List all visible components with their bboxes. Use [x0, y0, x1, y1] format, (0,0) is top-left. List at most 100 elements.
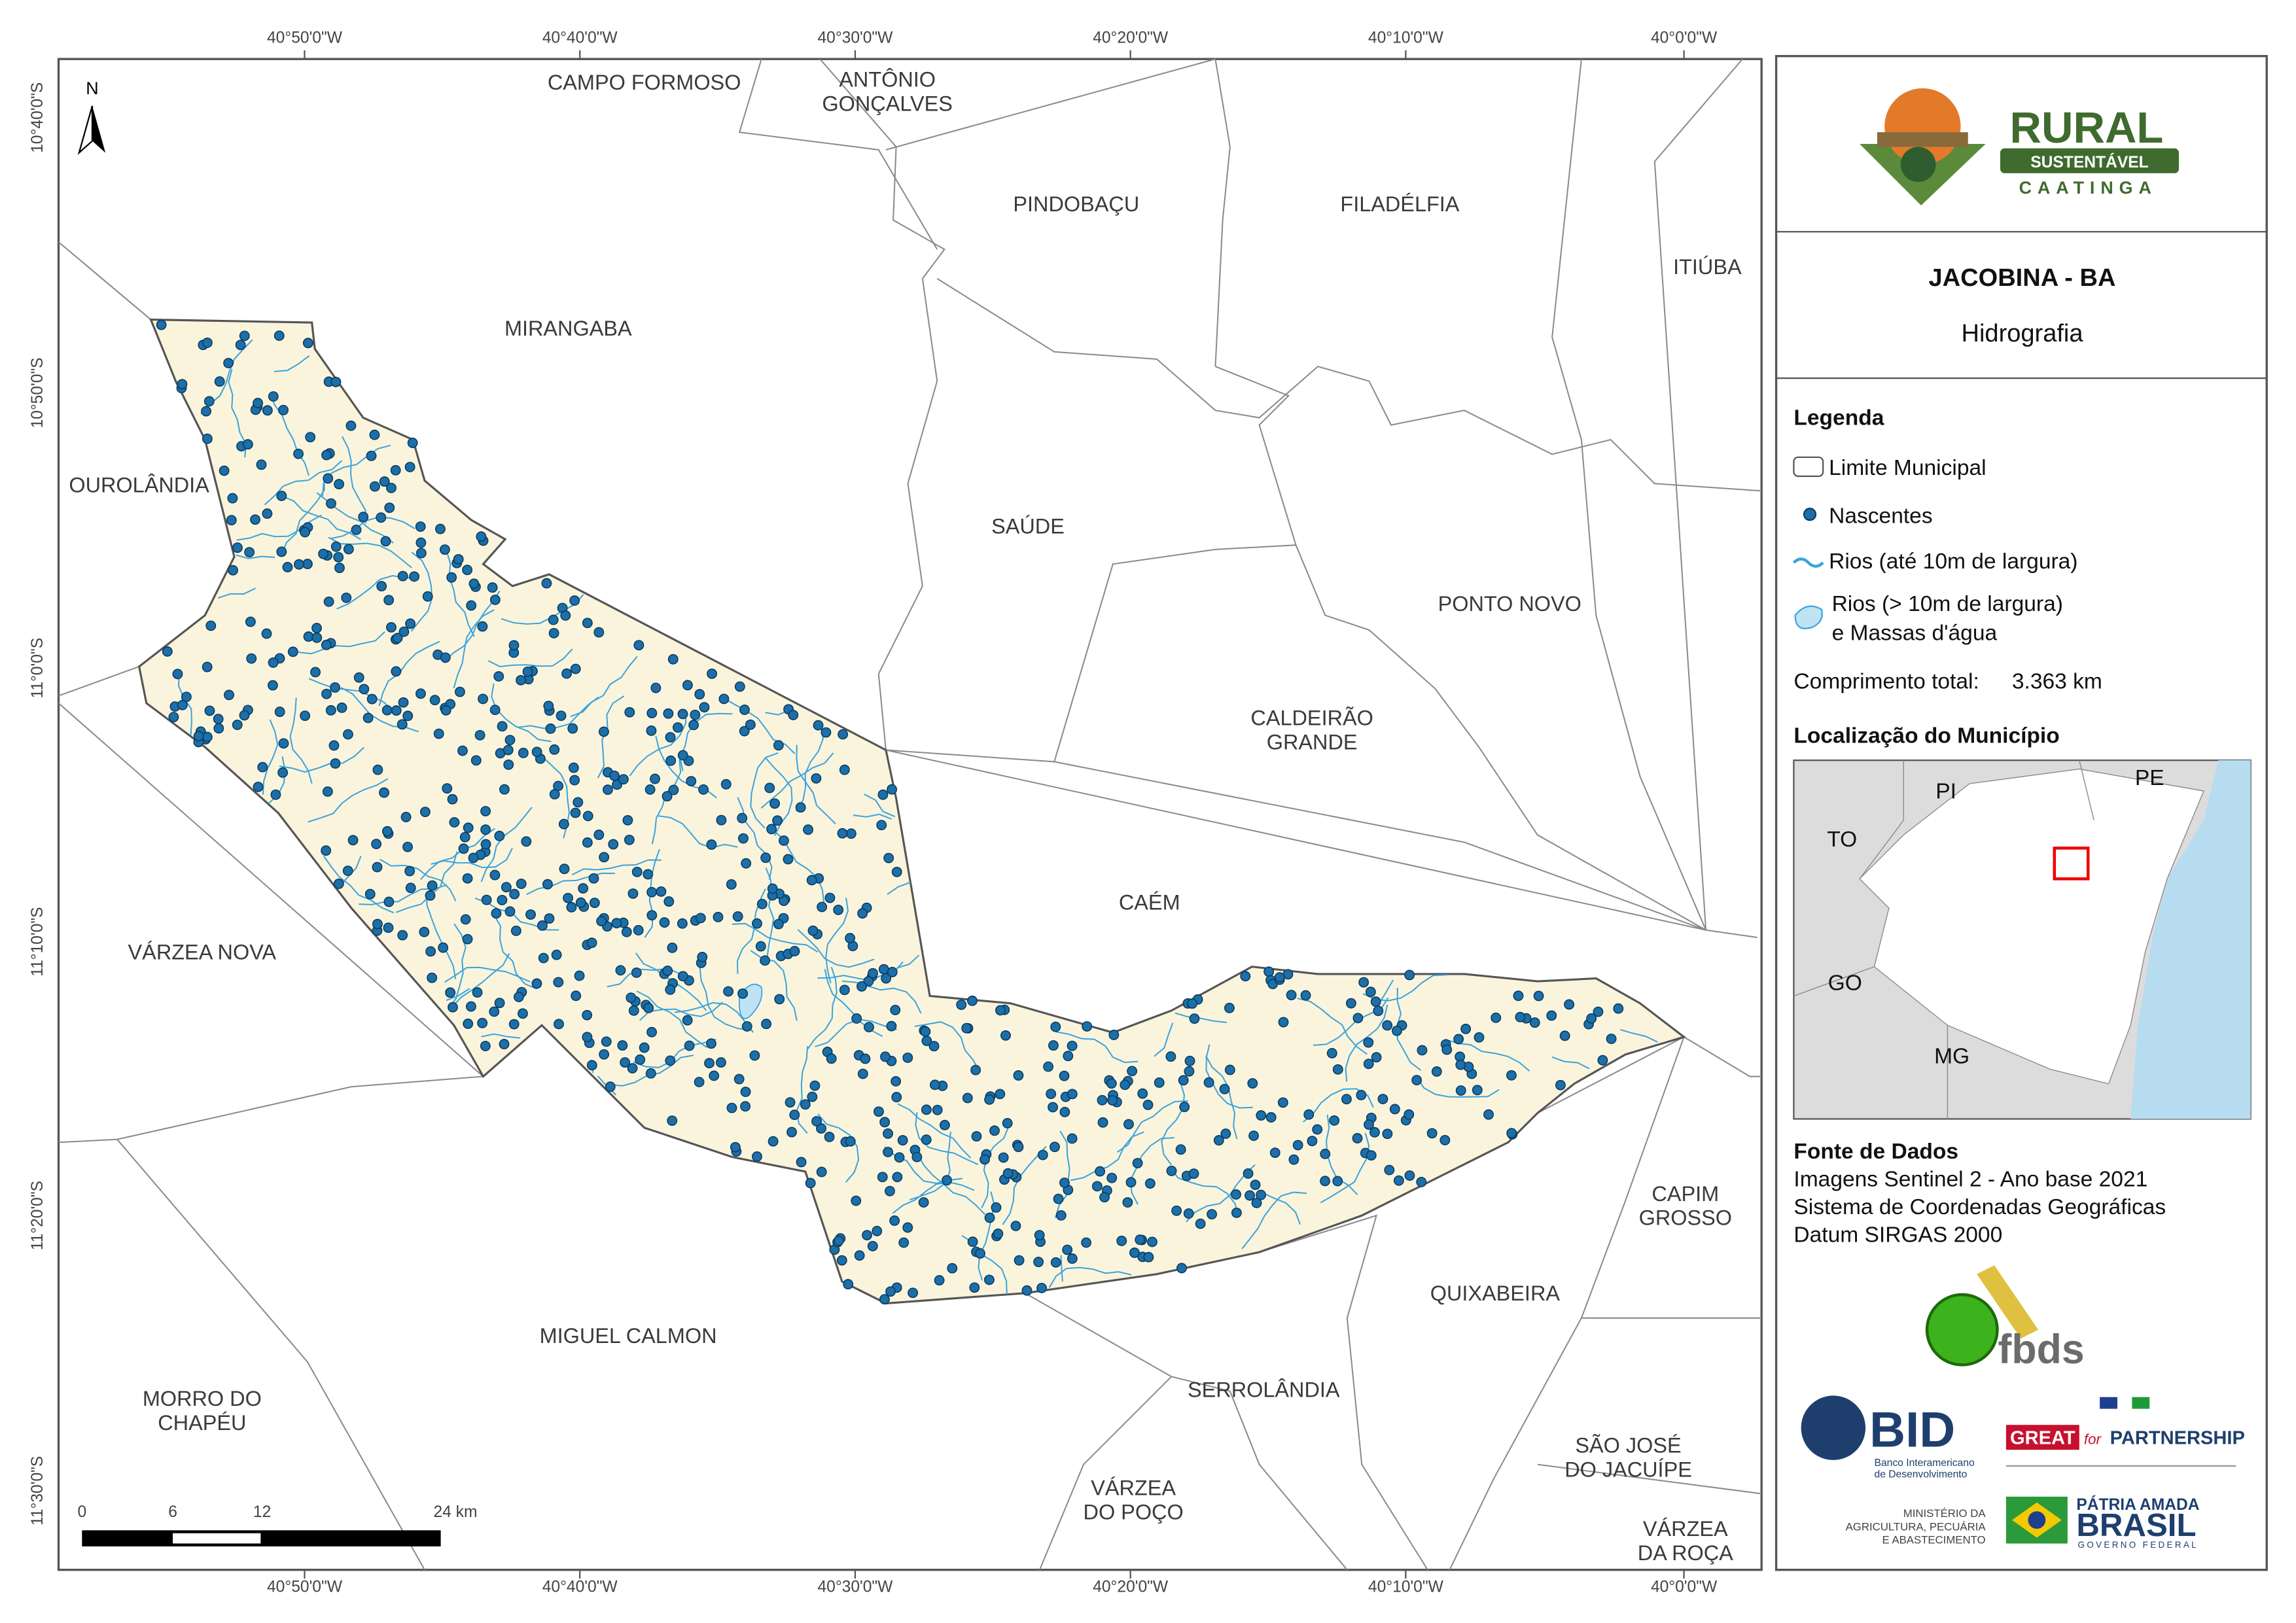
- spring: [1391, 1025, 1402, 1036]
- spring: [463, 1019, 474, 1029]
- spring: [970, 1064, 981, 1075]
- spring: [1120, 1079, 1131, 1091]
- spring: [1189, 1013, 1200, 1024]
- spring: [323, 473, 334, 484]
- spring: [333, 879, 344, 889]
- longitude-label: 40°40'0"W: [542, 29, 618, 47]
- spring: [603, 784, 613, 795]
- spring: [415, 521, 426, 532]
- spring: [466, 600, 477, 611]
- spring: [470, 755, 482, 766]
- spring: [650, 682, 662, 693]
- spring: [1184, 1066, 1195, 1077]
- spring: [1107, 1095, 1118, 1106]
- spring: [1099, 1192, 1110, 1203]
- place-label: GROSSO: [1639, 1206, 1732, 1230]
- spring: [864, 1022, 874, 1033]
- spring: [1441, 1044, 1453, 1055]
- spring: [778, 835, 789, 846]
- spring: [1453, 1034, 1464, 1045]
- spring: [333, 551, 344, 563]
- spring: [453, 553, 464, 565]
- spring: [405, 882, 416, 894]
- spring: [219, 465, 230, 476]
- spring: [723, 986, 734, 997]
- spring: [684, 1040, 695, 1051]
- spring: [1219, 1083, 1230, 1094]
- spring: [631, 967, 642, 978]
- river: [917, 1154, 986, 1215]
- legend-swatch: [1793, 456, 1824, 478]
- river: [264, 460, 343, 506]
- spring: [851, 1013, 862, 1024]
- river: [308, 778, 389, 823]
- spring: [805, 1178, 816, 1189]
- spring: [474, 729, 486, 741]
- place-label: DA ROÇA: [1638, 1541, 1733, 1565]
- spring: [582, 811, 593, 822]
- river: [892, 1181, 975, 1214]
- spring: [624, 834, 635, 845]
- spring: [1312, 1124, 1323, 1135]
- spring: [1097, 1117, 1108, 1128]
- spring: [1352, 1133, 1363, 1143]
- spring: [969, 1282, 980, 1293]
- spring: [1122, 1197, 1133, 1208]
- spring: [278, 738, 289, 749]
- spring: [872, 1225, 883, 1236]
- spring: [494, 998, 505, 1009]
- spring: [741, 1021, 752, 1032]
- spring: [1059, 1070, 1070, 1081]
- spring: [1224, 1002, 1235, 1013]
- spring: [1513, 990, 1524, 1002]
- spring: [768, 1136, 779, 1147]
- spring: [668, 784, 679, 795]
- spring: [545, 723, 556, 734]
- spring: [704, 1058, 715, 1069]
- spring: [458, 843, 469, 854]
- spring: [521, 836, 532, 847]
- spring: [1002, 1168, 1014, 1179]
- river: [289, 697, 313, 784]
- longitude-label: 40°50'0"W: [267, 1578, 343, 1596]
- ministry: E ABASTECIMENTO: [1882, 1533, 1985, 1546]
- spring: [730, 1142, 741, 1153]
- spring: [857, 1068, 868, 1079]
- spring: [228, 565, 238, 576]
- spring: [1369, 1126, 1380, 1138]
- spring: [1059, 1106, 1070, 1117]
- spring: [1106, 1078, 1117, 1089]
- river: [629, 710, 687, 777]
- spring: [1063, 1051, 1074, 1062]
- spring: [1143, 1251, 1154, 1263]
- spring: [1269, 1147, 1280, 1159]
- spring: [1546, 1010, 1557, 1021]
- spring: [305, 432, 316, 443]
- spring: [429, 695, 440, 706]
- spring: [956, 999, 967, 1010]
- spring: [863, 976, 874, 987]
- river: [1169, 1167, 1239, 1217]
- spring: [397, 930, 408, 941]
- spring: [1050, 1257, 1061, 1268]
- spring: [773, 918, 784, 930]
- spring: [294, 559, 304, 570]
- spring: [256, 459, 267, 470]
- spring: [1277, 1097, 1288, 1108]
- spring: [487, 582, 498, 593]
- spring: [162, 646, 173, 657]
- spring: [570, 663, 581, 674]
- spring: [318, 548, 329, 559]
- spring: [609, 770, 620, 781]
- place-label: SERROLÂNDIA: [1188, 1378, 1340, 1402]
- spring: [1288, 1154, 1299, 1165]
- spring: [885, 1185, 895, 1196]
- spring: [726, 1102, 737, 1113]
- spring: [1363, 1058, 1374, 1070]
- river: [732, 922, 819, 952]
- logo-band: [1877, 132, 1968, 147]
- river: [491, 683, 552, 742]
- spring: [1175, 1144, 1186, 1155]
- river: [1205, 1044, 1253, 1109]
- place-label: MIGUEL CALMON: [540, 1324, 717, 1348]
